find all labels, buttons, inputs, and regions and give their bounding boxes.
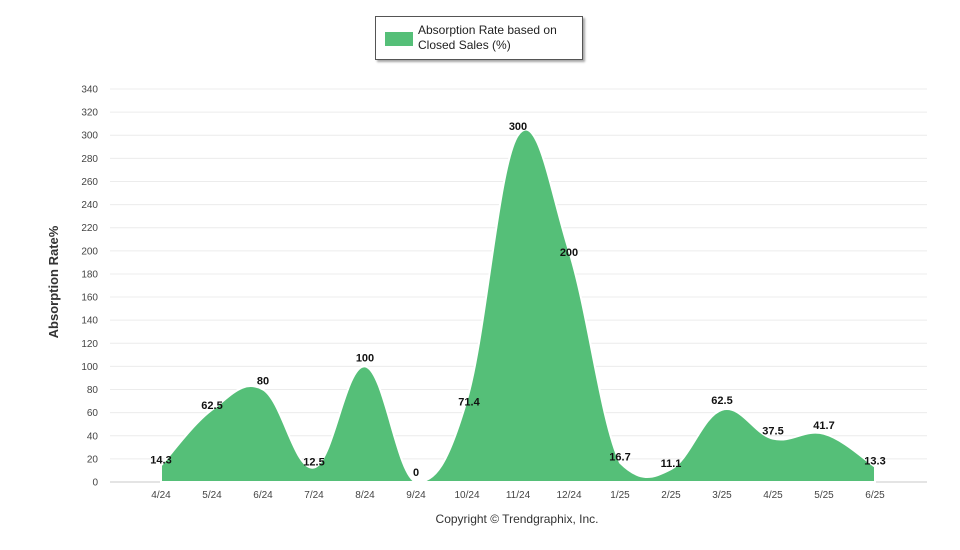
y-tick-label: 340	[81, 85, 98, 96]
x-tick-label: 6/24	[253, 490, 273, 501]
x-tick-label: 3/25	[712, 490, 732, 501]
y-tick-label: 140	[81, 316, 98, 327]
data-label: 16.7	[609, 452, 630, 464]
data-labels: 14.3 62.5 80 12.5 100 0 71.4 300 200 16.7 11.1 62.5…	[150, 121, 885, 479]
x-tick-label: 6/25	[865, 490, 885, 501]
y-tick-label: 40	[87, 431, 99, 442]
x-tick-label: 1/25	[610, 490, 630, 501]
y-tick-label: 100	[81, 362, 98, 373]
y-tick-label: 220	[81, 223, 98, 234]
x-tick-label: 12/24	[556, 490, 581, 501]
y-tick-label: 180	[81, 269, 98, 280]
x-tick-label: 5/24	[202, 490, 222, 501]
data-label: 62.5	[201, 400, 222, 412]
y-tick-label: 0	[92, 478, 98, 489]
x-tick-label: 5/25	[814, 490, 834, 501]
y-tick-label: 60	[87, 408, 99, 419]
series-area	[160, 128, 876, 484]
chart-legend: Absorption Rate based on Closed Sales (%…	[375, 16, 583, 60]
data-label: 100	[356, 352, 374, 364]
x-tick-label: 2/25	[661, 490, 681, 501]
data-label: 13.3	[864, 456, 885, 468]
data-label: 41.7	[813, 420, 834, 432]
x-axis-ticks: 4/24 5/24 6/24 7/24 8/24 9/24 10/24 11/24 12/24 1…	[151, 490, 885, 501]
y-tick-label: 300	[81, 131, 98, 142]
x-tick-label: 11/24	[506, 490, 531, 501]
data-label: 71.4	[458, 396, 480, 408]
data-label: 62.5	[711, 395, 732, 407]
x-tick-label: 7/24	[304, 490, 324, 501]
y-tick-label: 200	[81, 246, 98, 257]
y-tick-label: 80	[87, 385, 99, 396]
y-tick-label: 280	[81, 154, 98, 165]
x-tick-label: 8/24	[355, 490, 375, 501]
y-tick-label: 160	[81, 293, 98, 304]
y-tick-label: 320	[81, 108, 98, 119]
x-tick-label: 9/24	[406, 490, 426, 501]
data-label: 11.1	[661, 458, 682, 470]
data-label: 14.3	[150, 454, 171, 466]
data-label: 12.5	[303, 457, 324, 469]
data-label: 300	[509, 121, 527, 133]
x-tick-label: 4/25	[763, 490, 783, 501]
x-tick-label: 10/24	[454, 490, 479, 501]
y-tick-label: 20	[87, 454, 99, 465]
y-tick-label: 260	[81, 177, 98, 188]
y-tick-label: 120	[81, 339, 98, 350]
plot-area	[160, 128, 876, 484]
x-tick-label: 4/24	[151, 490, 171, 501]
legend-swatch	[385, 32, 413, 46]
data-label: 200	[560, 247, 578, 259]
data-label: 37.5	[762, 426, 783, 438]
copyright-text: Copyright © Trendgraphix, Inc.	[435, 512, 599, 526]
y-tick-label: 240	[81, 200, 98, 211]
y-axis-ticks: 0 20 40 60 80 100 120 140 160 180 200 220 240 260 280 3…	[81, 85, 98, 489]
y-axis-label: Absorption Rate%	[46, 225, 61, 338]
legend-label: Absorption Rate based on Closed Sales (%…	[418, 23, 557, 52]
data-label: 0	[413, 467, 419, 479]
data-label: 80	[257, 376, 269, 388]
